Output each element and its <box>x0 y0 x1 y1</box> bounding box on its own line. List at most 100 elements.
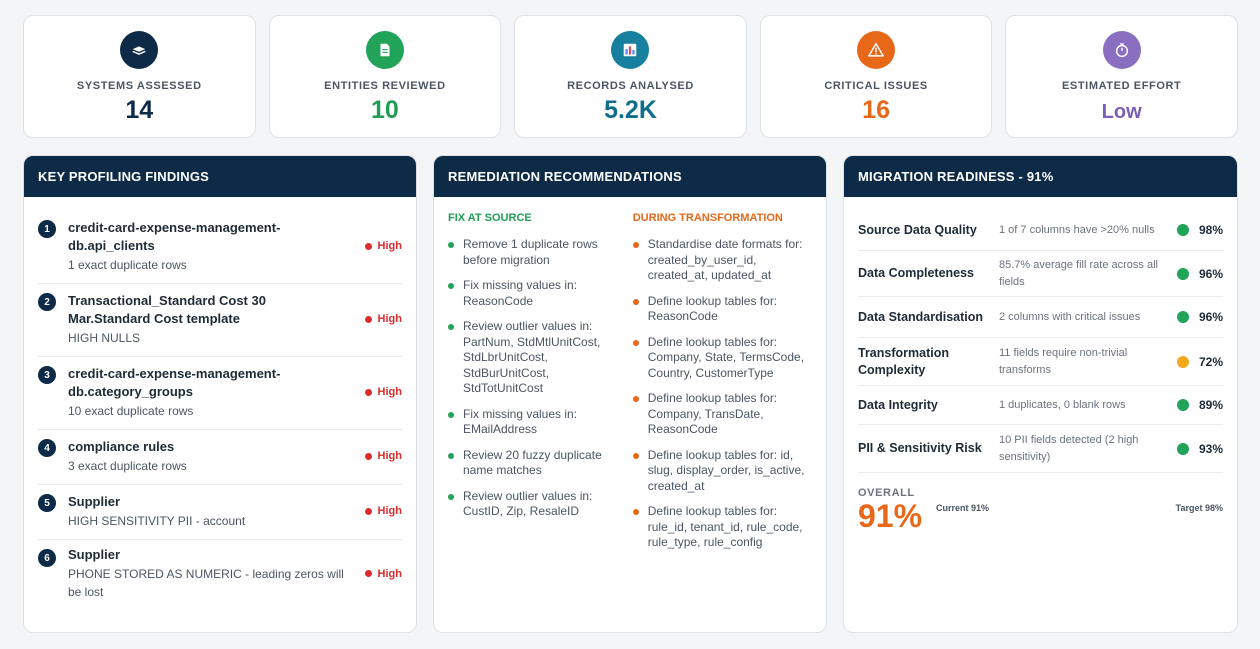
finding-title: credit-card-expense-management-db.api_cl… <box>68 219 281 253</box>
finding-item[interactable]: 3 credit-card-expense-management-db.cate… <box>38 357 402 430</box>
finding-item[interactable]: 6 Supplier PHONE STORED AS NUMERIC - lea… <box>38 540 402 609</box>
findings-list: 1 credit-card-expense-management-db.api_… <box>24 197 416 609</box>
kpi-systems-assessed: SYSTEMS ASSESSED 14 <box>23 15 256 138</box>
kpi-estimated-effort: ESTIMATED EFFORT Low <box>1005 15 1238 138</box>
status-dot <box>1177 399 1189 411</box>
finding-item[interactable]: 5 Supplier HIGH SENSITIVITY PII - accoun… <box>38 485 402 540</box>
recommendation-text: Define lookup tables for: Company, Trans… <box>647 391 778 436</box>
finding-number: 2 <box>38 293 56 311</box>
readiness-row: Data Standardisation 2 columns with crit… <box>858 297 1223 338</box>
database-icon <box>120 31 159 69</box>
finding-number: 3 <box>38 366 56 384</box>
readiness-label: Data Completeness <box>858 266 975 280</box>
finding-item[interactable]: 2 Transactional_Standard Cost 30 Mar.Sta… <box>38 284 402 357</box>
readiness-percent: 98% <box>1198 223 1223 237</box>
finding-detail: HIGH SENSITIVITY PII - account <box>68 513 246 528</box>
finding-title: Supplier <box>68 547 121 562</box>
readiness-note: 11 fields require non-trivial transforms <box>999 346 1128 376</box>
recommendation-text: Define lookup tables for: rule_id, tenan… <box>647 504 803 549</box>
recommendation-text: Define lookup tables for: ReasonCode <box>647 293 778 324</box>
finding-detail: HIGH NULLS <box>68 330 141 345</box>
kpi-value: 14 <box>125 96 154 124</box>
finding-title: compliance rules <box>68 438 175 454</box>
recommendation-item: Define lookup tables for: Company, State… <box>632 335 812 382</box>
kpi-value: 10 <box>370 96 399 124</box>
readiness-note: 2 columns with critical issues <box>999 310 1141 323</box>
bullet-dot <box>448 242 454 248</box>
readiness-note: 1 of 7 columns have >20% nulls <box>999 223 1155 236</box>
severity-label: High <box>377 450 402 462</box>
finding-item[interactable]: 4 compliance rules 3 exact duplicate row… <box>38 430 402 485</box>
status-dot <box>1177 224 1189 236</box>
bullet-dot <box>632 452 639 459</box>
severity-label: High <box>377 240 402 252</box>
kpi-label: ESTIMATED EFFORT <box>1061 80 1182 92</box>
finding-detail: 10 exact duplicate rows <box>68 403 194 418</box>
kpi-critical-issues: CRITICAL ISSUES 16 <box>759 15 993 138</box>
recommendation-text: Review 20 fuzzy duplicate name matches <box>463 447 602 478</box>
finding-title: Transactional_Standard Cost 30 Mar.Stand… <box>68 292 266 326</box>
finding-item[interactable]: 1 credit-card-expense-management-db.api_… <box>38 211 402 284</box>
recommendation-item: Define lookup tables for: id, slug, disp… <box>632 447 812 495</box>
severity-badge: High <box>364 505 402 517</box>
bullet-dot <box>632 339 639 346</box>
finding-detail: PHONE STORED AS NUMERIC - leading zeros … <box>68 567 344 599</box>
overall-value: 91% <box>858 498 923 534</box>
recommendation-item: Define lookup tables for: rule_id, tenan… <box>632 504 812 551</box>
kpi-label: CRITICAL ISSUES <box>824 80 928 92</box>
bar-chart-icon <box>611 31 650 69</box>
status-dot <box>1177 311 1189 323</box>
during-transformation-column: DURING TRANSFORMATION Standardise date f… <box>632 212 812 561</box>
recommendation-item: Fix missing values in: ReasonCode <box>448 278 619 309</box>
readiness-percent: 93% <box>1198 441 1223 456</box>
severity-dot <box>364 242 372 250</box>
kpi-label: ENTITIES REVIEWED <box>324 80 446 92</box>
recommendation-item: Fix missing values in: EMailAddress <box>448 407 619 438</box>
finding-number: 5 <box>38 494 56 512</box>
column-heading: DURING TRANSFORMATION <box>632 212 783 224</box>
recommendation-text: Fix missing values in: EMailAddress <box>463 406 578 437</box>
severity-label: High <box>377 505 402 517</box>
panel-title: KEY PROFILING FINDINGS <box>24 156 416 197</box>
recommendation-item: Review outlier values in: PartNum, StdMt… <box>448 319 619 397</box>
readiness-percent: 89% <box>1198 398 1223 412</box>
bullet-dot <box>448 452 454 459</box>
kpi-label: RECORDS ANALYSED <box>567 80 694 92</box>
severity-dot <box>364 570 372 577</box>
recommendation-item: Standardise date formats for: created_by… <box>632 237 812 284</box>
recommendation-text: Standardise date formats for: created_by… <box>647 237 803 282</box>
readiness-label: Data Integrity <box>858 397 938 412</box>
kpi-value: Low <box>1101 101 1142 123</box>
readiness-note: 1 duplicates, 0 blank rows <box>999 398 1126 411</box>
readiness-note: 10 PII fields detected (2 high sensitivi… <box>999 433 1139 463</box>
severity-label: High <box>377 313 402 325</box>
severity-badge: High <box>364 450 402 462</box>
overall-score: OVERALL 91% Current 91% Target 98% <box>858 487 1223 533</box>
recommendation-item: Remove 1 duplicate rows before migration <box>448 237 619 268</box>
kpi-label: SYSTEMS ASSESSED <box>76 80 202 92</box>
recommendation-item: Review 20 fuzzy duplicate name matches <box>448 448 619 479</box>
stopwatch-icon <box>1102 31 1141 69</box>
recommendation-text: Define lookup tables for: id, slug, disp… <box>647 447 805 493</box>
severity-badge: High <box>364 568 402 580</box>
bullet-dot <box>632 509 639 515</box>
severity-badge: High <box>364 313 402 325</box>
fix-at-source-column: FIX AT SOURCE Remove 1 duplicate rows be… <box>448 212 619 561</box>
severity-badge: High <box>364 386 402 398</box>
readiness-row: Data Completeness 85.7% average fill rat… <box>858 251 1223 297</box>
recommendation-item: Define lookup tables for: ReasonCode <box>632 293 812 325</box>
readiness-label: Data Standardisation <box>858 309 984 324</box>
remediation-recommendations-panel: REMEDIATION RECOMMENDATIONS FIX AT SOURC… <box>433 155 827 633</box>
status-dot <box>1177 355 1189 368</box>
migration-readiness-panel: MIGRATION READINESS - 91% Source Data Qu… <box>843 155 1238 633</box>
bullet-dot <box>448 324 454 330</box>
readiness-label: PII & Sensitivity Risk <box>858 441 982 455</box>
readiness-note: 85.7% average fill rate across all field… <box>999 258 1158 288</box>
finding-detail: 3 exact duplicate rows <box>68 458 187 473</box>
bullet-dot <box>632 396 639 402</box>
bullet-dot <box>632 242 639 248</box>
overall-label: OVERALL <box>858 487 915 499</box>
finding-number: 1 <box>38 220 56 238</box>
readiness-percent: 96% <box>1198 266 1223 281</box>
readiness-row: Transformation Complexity 11 fields requ… <box>858 338 1223 386</box>
